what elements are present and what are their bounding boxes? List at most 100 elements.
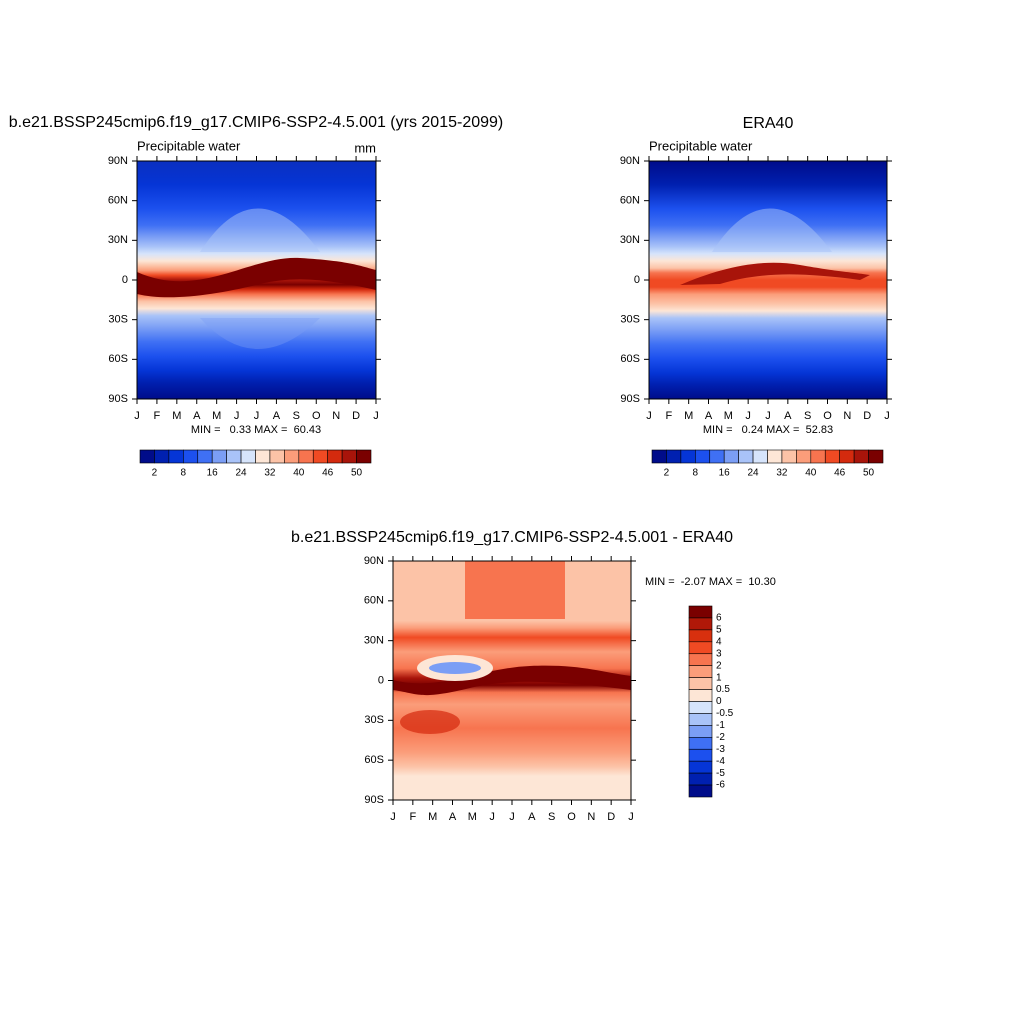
x-tick-label: O <box>312 410 321 422</box>
colorbar-box <box>839 449 855 464</box>
x-tick-label: A <box>784 410 792 422</box>
colorbar-label: 5 <box>716 625 722 636</box>
colorbar-box <box>226 449 242 464</box>
x-tick-label: J <box>234 410 240 422</box>
x-tick-label: N <box>587 811 595 823</box>
colorbar-box <box>688 629 713 643</box>
x-tick-label: J <box>765 410 771 422</box>
y-tick-label: 90S <box>620 393 640 405</box>
colorbar-label: -1 <box>716 720 725 731</box>
x-tick-label: A <box>705 410 713 422</box>
colorbar-box <box>688 665 713 678</box>
colorbar-box <box>688 784 713 798</box>
panel-title: ERA40 <box>743 115 794 132</box>
x-tick-label: J <box>489 811 495 823</box>
colorbar-box <box>688 760 713 774</box>
colorbar-label: 0.5 <box>716 684 730 695</box>
x-tick-label: M <box>724 410 733 422</box>
colorbar-box <box>688 737 713 750</box>
colorbar-label: -5 <box>716 768 725 779</box>
colorbar-box <box>255 449 271 464</box>
colorbar-box <box>796 449 812 464</box>
x-tick-label: J <box>628 811 634 823</box>
stats: MIN = 0.24 MAX = 52.83 <box>703 424 833 436</box>
y-tick-label: 60S <box>364 754 384 766</box>
colorbar-box <box>139 449 155 464</box>
colorbar-label: 4 <box>716 636 722 647</box>
colorbar-label: 2 <box>716 660 722 671</box>
colorbar-box <box>154 449 170 464</box>
colorbar-box <box>824 449 840 464</box>
x-tick-label: F <box>409 811 416 823</box>
x-tick-label: D <box>863 410 871 422</box>
colorbar-box <box>688 701 713 714</box>
x-tick-label: A <box>449 811 457 823</box>
colorbar-box <box>709 449 725 464</box>
x-tick-label: O <box>567 811 576 823</box>
y-tick-label: 0 <box>122 274 128 286</box>
colorbar-box <box>688 772 713 786</box>
y-tick-label: 60S <box>108 353 128 365</box>
colorbar-label: 3 <box>716 648 722 659</box>
x-tick-label: S <box>293 410 300 422</box>
colorbar-label: 1 <box>716 672 722 683</box>
colorbar-box <box>211 449 227 464</box>
y-tick-label: 30S <box>108 314 128 326</box>
y-tick-label: 0 <box>634 274 640 286</box>
x-tick-label: F <box>154 410 161 422</box>
stats: MIN = -2.07 MAX = 10.30 <box>645 576 776 588</box>
x-tick-label: J <box>373 410 379 422</box>
colorbar-label: -2 <box>716 732 725 743</box>
x-tick-label: D <box>352 410 360 422</box>
panel-subtitle: Precipitable water <box>649 138 753 153</box>
colorbar-label: 0 <box>716 696 722 707</box>
colorbar-label: 32 <box>264 468 276 479</box>
field <box>137 161 376 399</box>
colorbar-box <box>327 449 343 464</box>
x-tick-label: D <box>607 811 615 823</box>
colorbar-label: 50 <box>863 468 875 479</box>
y-tick-label: 30S <box>620 314 640 326</box>
colorbar-label: -6 <box>716 780 725 791</box>
y-tick-label: 60N <box>108 195 128 207</box>
colorbar-label: 32 <box>776 468 788 479</box>
y-tick-label: 30N <box>620 234 640 246</box>
colorbar-box <box>298 449 314 464</box>
colorbar-label: 24 <box>236 468 248 479</box>
field <box>649 161 887 399</box>
colorbar-label: 2 <box>152 468 158 479</box>
colorbar-box <box>723 449 739 464</box>
x-tick-label: J <box>254 410 260 422</box>
x-tick-label: O <box>823 410 832 422</box>
colorbar-box <box>810 449 826 464</box>
y-tick-label: 30S <box>364 714 384 726</box>
y-tick-label: 90N <box>108 155 128 167</box>
colorbar-box <box>341 449 357 464</box>
colorbar-box <box>666 449 682 464</box>
colorbar-box <box>356 449 372 464</box>
x-tick-label: A <box>273 410 281 422</box>
colorbar-label: -0.5 <box>716 708 734 719</box>
colorbar-label: 8 <box>693 468 699 479</box>
x-tick-label: J <box>134 410 140 422</box>
x-tick-label: J <box>884 410 890 422</box>
x-tick-label: J <box>745 410 751 422</box>
colorbar-box <box>312 449 328 464</box>
colorbar-label: 50 <box>351 468 363 479</box>
colorbar-box <box>853 449 869 464</box>
x-tick-label: A <box>193 410 201 422</box>
colorbar-label: -4 <box>716 756 725 767</box>
colorbar-label: 8 <box>181 468 187 479</box>
x-tick-label: J <box>646 410 652 422</box>
colorbar-box <box>767 449 783 464</box>
field <box>393 561 631 800</box>
colorbar-label: 24 <box>748 468 760 479</box>
colorbar-box <box>269 449 285 464</box>
colorbar-label: 46 <box>322 468 334 479</box>
colorbar-label: 40 <box>293 468 305 479</box>
y-tick-label: 60N <box>364 595 384 607</box>
x-tick-label: M <box>172 410 181 422</box>
colorbar-box <box>240 449 256 464</box>
